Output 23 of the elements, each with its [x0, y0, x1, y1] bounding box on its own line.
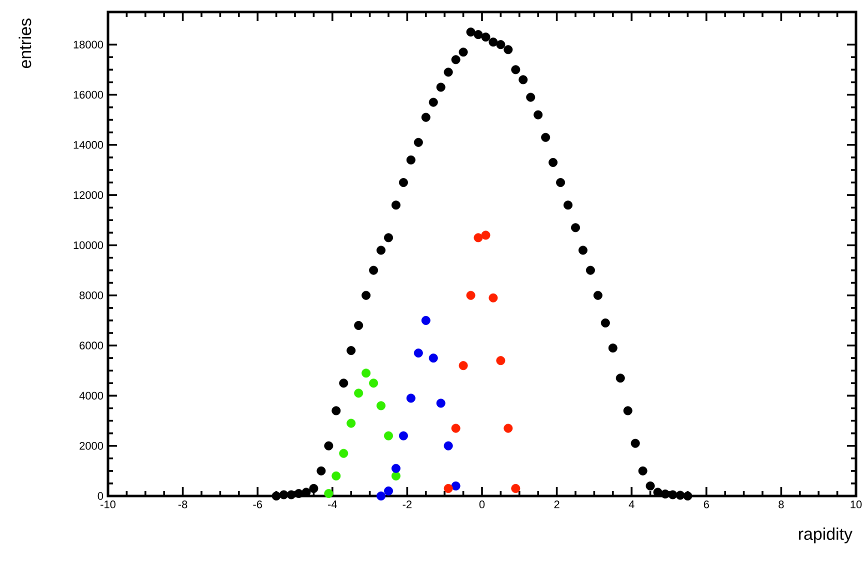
y-tick-label: 4000 — [79, 392, 104, 400]
y-axis-title: entries — [18, 18, 32, 68]
x-tick-label: -4 — [328, 500, 337, 508]
y-tick-label: 16000 — [74, 90, 104, 99]
x-tick-label: 2 — [554, 500, 560, 508]
y-tick-label: 8000 — [80, 292, 104, 300]
y-tick-label: 6000 — [80, 342, 104, 350]
x-tick-label: -2 — [402, 500, 412, 508]
y-tick-label: 2000 — [80, 442, 104, 450]
x-tick-label: -6 — [253, 500, 262, 508]
y-tick-label: 0 — [98, 492, 104, 500]
x-axis-title: rapidity — [799, 528, 852, 544]
x-tick-label: 8 — [778, 500, 784, 508]
x-tick-label: 10 — [850, 500, 862, 508]
x-tick-label: 4 — [628, 500, 634, 508]
y-tick-label: 14000 — [74, 141, 104, 149]
x-tick-label: -10 — [100, 500, 116, 508]
y-tick-label: 12000 — [74, 191, 104, 199]
x-tick-label: 6 — [704, 500, 709, 508]
y-tick-label: 10000 — [74, 241, 104, 250]
x-tick-label: 0 — [479, 500, 485, 508]
y-tick-label: 18000 — [74, 40, 104, 48]
x-tick-label: -8 — [178, 500, 188, 508]
